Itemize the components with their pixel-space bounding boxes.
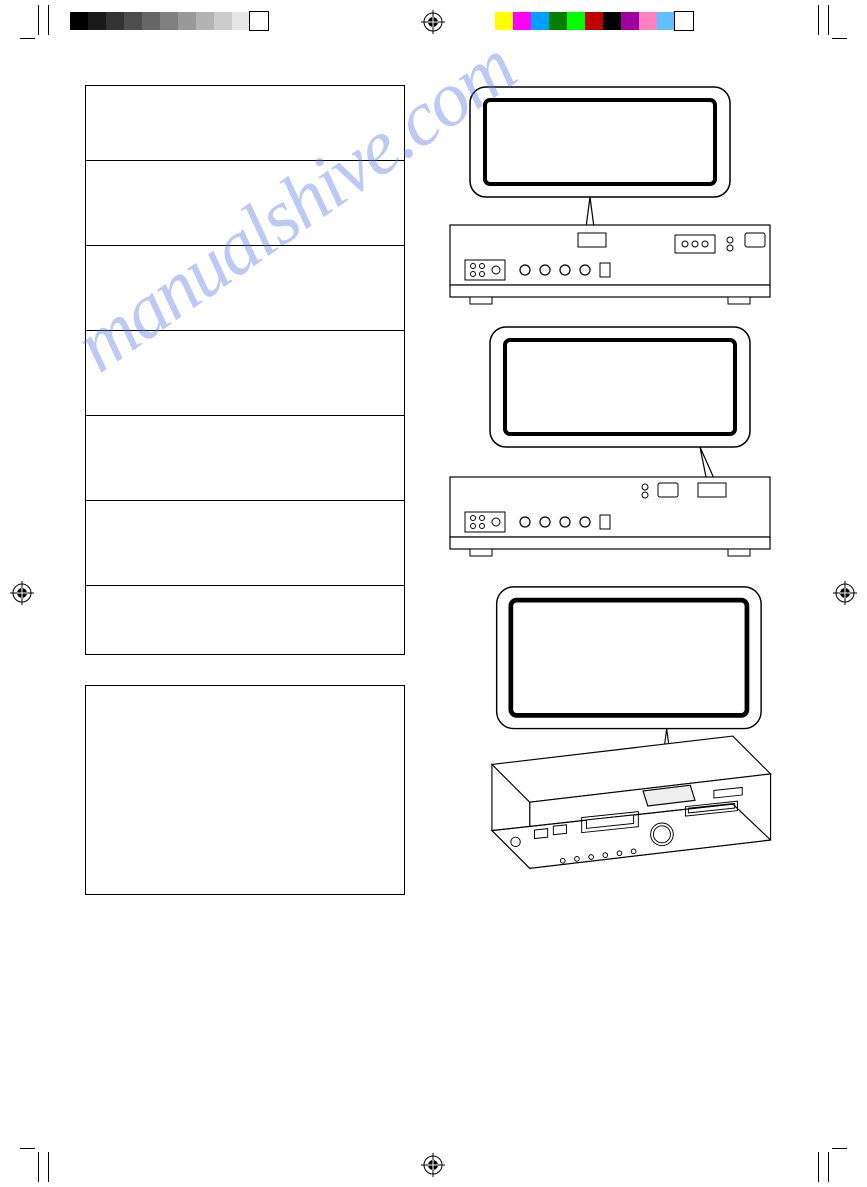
swatch bbox=[106, 12, 124, 30]
swatch bbox=[675, 12, 693, 30]
grayscale-colorbar bbox=[70, 12, 268, 30]
swatch bbox=[603, 12, 621, 30]
table-row bbox=[86, 331, 404, 416]
note-box bbox=[85, 685, 405, 895]
swatch bbox=[214, 12, 232, 30]
registration-mark-left bbox=[10, 581, 34, 605]
swatch bbox=[621, 12, 639, 30]
swatch bbox=[495, 12, 513, 30]
swatch bbox=[88, 12, 106, 30]
registration-mark-bottom bbox=[421, 1153, 445, 1177]
registration-mark-right bbox=[833, 581, 857, 605]
diagrams-column bbox=[440, 85, 780, 926]
swatch bbox=[178, 12, 196, 30]
swatch bbox=[657, 12, 675, 30]
registration-mark-top bbox=[421, 10, 445, 34]
swatch bbox=[232, 12, 250, 30]
diagram-isometric-unit bbox=[440, 585, 780, 906]
table-row bbox=[86, 86, 404, 161]
diagram-rear-panel-2 bbox=[440, 325, 780, 565]
content-column bbox=[85, 85, 405, 895]
swatch bbox=[70, 12, 88, 30]
swatch bbox=[639, 12, 657, 30]
swatch bbox=[567, 12, 585, 30]
swatch bbox=[531, 12, 549, 30]
process-colorbar bbox=[495, 12, 693, 30]
table-row bbox=[86, 501, 404, 586]
table-row bbox=[86, 161, 404, 246]
swatch bbox=[513, 12, 531, 30]
swatch bbox=[124, 12, 142, 30]
swatch bbox=[160, 12, 178, 30]
diagram-rear-panel-1 bbox=[440, 85, 780, 305]
swatch bbox=[142, 12, 160, 30]
swatch bbox=[196, 12, 214, 30]
table-row bbox=[86, 246, 404, 331]
swatch bbox=[250, 12, 268, 30]
table-row bbox=[86, 416, 404, 501]
swatch bbox=[585, 12, 603, 30]
swatch bbox=[549, 12, 567, 30]
spec-table bbox=[85, 85, 405, 655]
table-row bbox=[86, 586, 404, 654]
